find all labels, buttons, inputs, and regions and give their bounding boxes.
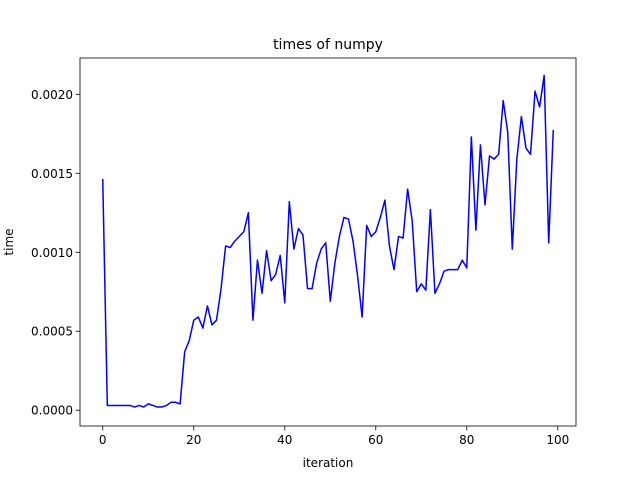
series-line [101,74,555,408]
x-tick-label: 40 [277,433,292,447]
x-tick-label: 80 [459,433,474,447]
axes-frame [79,57,577,427]
x-tick-label: 20 [186,433,201,447]
y-tick-label: 0.0000 [31,404,73,418]
x-tick-label: 0 [99,433,107,447]
y-tick-label: 0.0010 [31,246,73,260]
y-tick-label: 0.0005 [31,325,73,339]
y-tick-label: 0.0015 [31,167,73,181]
chart-title: times of numpy [273,37,383,53]
y-axis-label: time [2,228,16,255]
x-tick-label: 100 [546,433,569,447]
y-tick-label: 0.0020 [31,88,73,102]
x-axis-label: iteration [303,456,354,470]
plot-area: 0 20 40 60 80 100 0.0000 0.0005 0.0010 0.0015 0.00… [31,57,577,447]
x-tick-label: 60 [368,433,383,447]
